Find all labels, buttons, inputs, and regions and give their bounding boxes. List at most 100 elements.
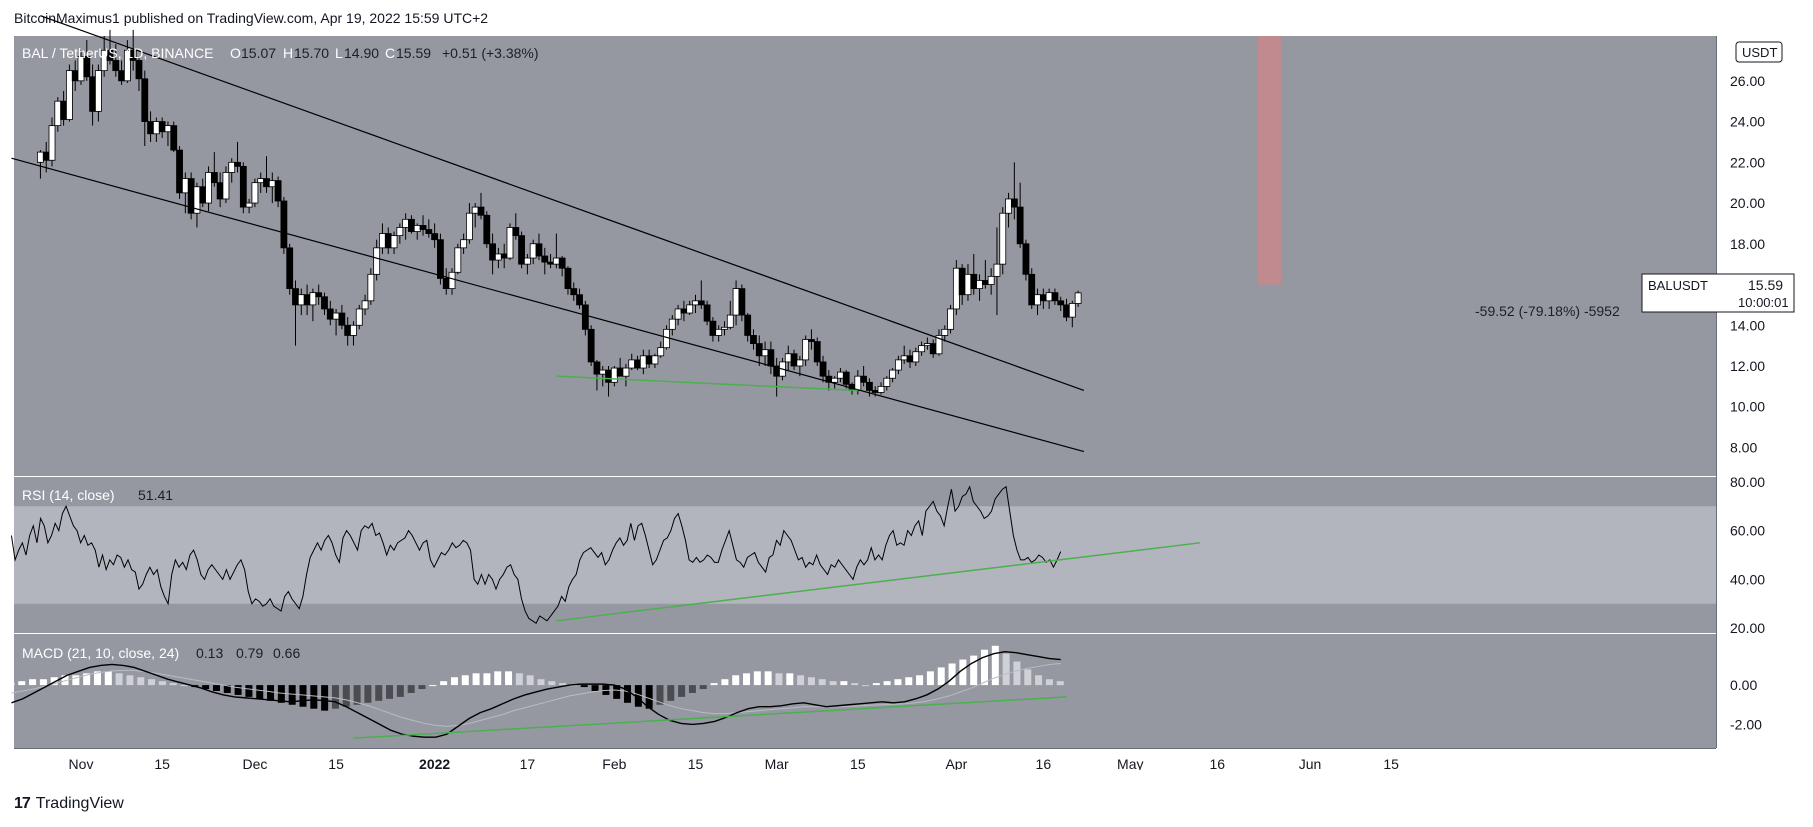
main-legend-o: 15.07: [241, 45, 276, 61]
macd-line: [11, 650, 1061, 738]
macd-histogram-bar: [537, 679, 545, 686]
candle: [906, 355, 914, 363]
macd-histogram-bar: [840, 681, 848, 686]
time-axis-tick: Nov: [69, 756, 94, 770]
candle: [83, 55, 91, 78]
macd-legend-v1: 0.13: [196, 645, 223, 661]
macd-histogram-bar: [137, 677, 145, 686]
candle: [396, 227, 404, 237]
candle: [622, 367, 630, 377]
time-axis-tick: 15: [1383, 756, 1399, 770]
macd-histogram-bar: [169, 683, 177, 686]
candle: [767, 349, 775, 367]
candle: [895, 359, 902, 371]
candle: [558, 257, 566, 269]
main-legend-c-label: C: [385, 45, 395, 61]
price-axis-tick: 12.00: [1730, 358, 1765, 374]
candle: [750, 335, 757, 344]
candle: [106, 49, 114, 61]
macd-histogram-bar: [342, 685, 350, 707]
candle: [958, 267, 966, 296]
candle: [790, 353, 798, 367]
main-legend-l-label: L: [335, 45, 343, 61]
candle: [616, 367, 624, 377]
rsi-axis-tick: 60.00: [1730, 523, 1765, 539]
candle: [176, 149, 183, 194]
candle: [152, 121, 160, 135]
trendline: [11, 157, 1085, 453]
candle: [581, 304, 589, 330]
candle: [205, 172, 212, 204]
candle: [634, 359, 641, 369]
candle: [500, 253, 508, 259]
macd-histogram-bar: [688, 685, 696, 693]
macd-histogram-bar: [331, 685, 339, 709]
macd-histogram-bar: [440, 681, 448, 686]
candle: [321, 296, 328, 310]
candle: [454, 247, 462, 273]
price-tag-price: 15.59: [1748, 277, 1783, 293]
macd-histogram-bar: [364, 685, 372, 703]
candle: [866, 381, 873, 391]
price-tag-symbol: BALUSDT: [1648, 278, 1708, 293]
candle: [66, 70, 73, 120]
macd-histogram-bar: [126, 675, 134, 686]
macd-histogram-bar: [472, 673, 480, 686]
macd-histogram-bar: [288, 685, 296, 705]
candle: [408, 218, 415, 232]
macd-pane-bg: [14, 634, 1716, 748]
candle: [883, 377, 891, 387]
candle: [448, 271, 456, 289]
price-axis-tick: 22.00: [1730, 154, 1765, 170]
candle: [674, 308, 682, 320]
candle: [645, 355, 653, 365]
candle: [552, 257, 560, 265]
macd-histogram-bar: [396, 685, 404, 697]
macd-histogram-bar: [526, 675, 534, 686]
macd-histogram-bar: [764, 671, 772, 686]
macd-legend-label: MACD (21, 10, close, 24): [22, 645, 179, 661]
candle: [535, 243, 543, 257]
macd-histogram-bar: [1013, 661, 1021, 686]
candle: [576, 294, 583, 306]
candle: [1051, 292, 1059, 302]
macd-histogram-bar: [634, 685, 642, 707]
macd-histogram-bar: [959, 659, 967, 686]
candle: [263, 178, 270, 188]
candle: [784, 353, 792, 363]
candle: [1016, 206, 1024, 245]
macd-histogram-bar: [104, 671, 112, 686]
chart[interactable]: 8.0010.0012.0014.0016.0018.0020.0022.002…: [0, 0, 1813, 770]
macd-histogram-bar: [970, 655, 978, 686]
candle: [813, 341, 821, 363]
macd-histogram-bar: [807, 677, 815, 686]
candle: [297, 294, 305, 306]
candle: [987, 275, 995, 285]
candle: [831, 377, 839, 383]
candle: [808, 339, 815, 342]
candle: [494, 253, 502, 261]
macd-histogram-bar: [386, 685, 394, 699]
candle: [37, 151, 44, 163]
macd-histogram-bar: [732, 675, 740, 686]
candle: [941, 328, 949, 336]
candle: [802, 339, 810, 361]
macd-histogram-bar: [494, 671, 502, 686]
candle: [605, 369, 612, 383]
macd-histogram-bar: [83, 673, 91, 686]
candle: [303, 294, 311, 306]
candle: [419, 225, 427, 230]
candle: [506, 227, 514, 259]
rsi-axis-tick: 80.00: [1730, 474, 1765, 490]
candle: [425, 229, 433, 234]
tradingview-brand[interactable]: 17 TradingView: [14, 795, 124, 813]
candle: [1005, 198, 1012, 214]
macd-histogram-bar: [980, 649, 988, 686]
currency-button[interactable]: USDT: [1735, 41, 1783, 63]
macd-histogram-bar: [245, 685, 253, 697]
price-axis-tick: 10.00: [1730, 399, 1765, 415]
candle: [129, 49, 137, 61]
candle: [697, 300, 705, 306]
macd-histogram-bar: [991, 645, 999, 686]
macd-histogram-bar: [548, 681, 556, 686]
